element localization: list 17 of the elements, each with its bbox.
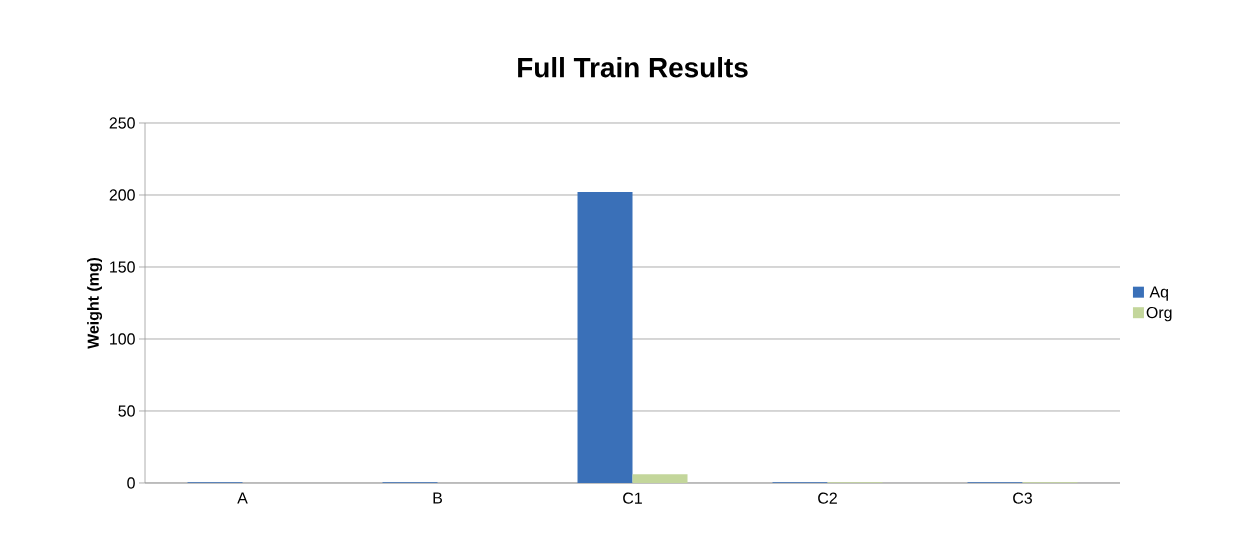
chart-title: Full Train Results — [518, 57, 748, 78]
x-tick-label: C3 — [1013, 492, 1032, 504]
x-tick-label: B — [433, 492, 442, 504]
y-tick-label: 250 — [109, 117, 135, 129]
legend-label: Aq — [1149, 286, 1168, 301]
x-tick-label: C1 — [623, 492, 642, 504]
x-tick-label: A — [237, 492, 248, 504]
y-axis-title: Weight (mg) — [87, 257, 103, 349]
x-tick-label: C2 — [818, 492, 837, 504]
y-tick-label: 150 — [110, 261, 135, 273]
legend-label: Org — [1146, 306, 1172, 322]
y-tick-label: 50 — [118, 405, 135, 417]
bar — [577, 192, 633, 483]
bar — [632, 474, 688, 483]
y-tick-label: 200 — [109, 189, 135, 201]
y-tick-label: 100 — [110, 333, 135, 345]
y-tick-label: 0 — [127, 477, 135, 489]
